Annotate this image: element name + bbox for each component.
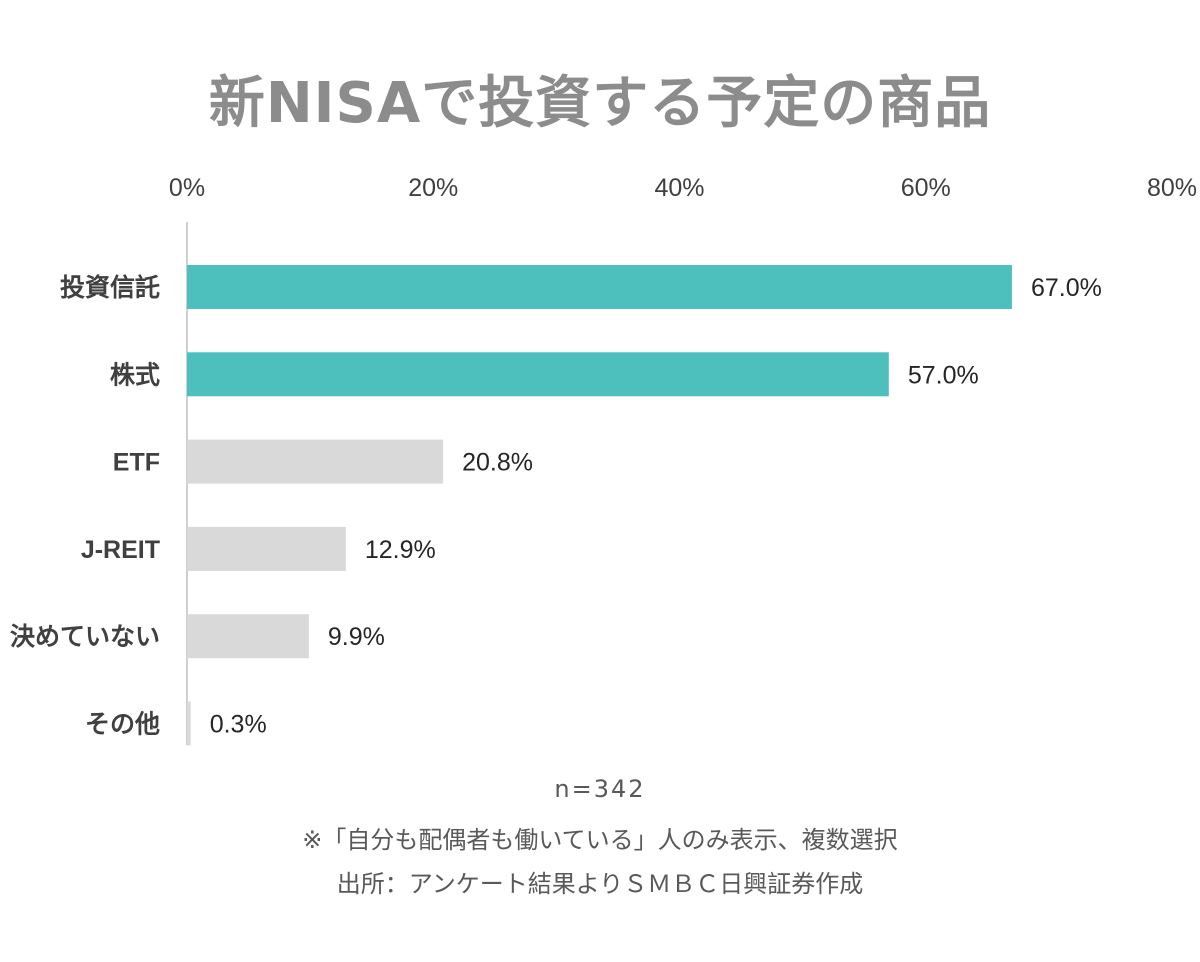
category-label: その他	[85, 711, 160, 739]
category-label: 決めていない	[10, 623, 160, 651]
selection-note: ※「自分も配偶者も働いている」人のみ表示、複数選択	[302, 826, 898, 854]
value-labels: 67.0% 57.0% 20.8% 12.9% 9.9% 0.3%	[210, 274, 1102, 739]
bar	[187, 439, 444, 484]
chart-title: 新NISAで投資する予定の商品	[208, 71, 992, 136]
x-tick-label: 80%	[1147, 174, 1197, 202]
x-tick-label: 40%	[654, 174, 704, 202]
value-label: 12.9%	[365, 536, 436, 564]
bar	[187, 352, 889, 397]
bar	[187, 265, 1012, 309]
category-label: 株式	[110, 361, 160, 389]
x-tick-label: 60%	[901, 174, 951, 202]
bars-group	[187, 265, 1012, 746]
bar	[187, 614, 309, 659]
x-tick-label: 20%	[408, 174, 458, 202]
bar	[187, 526, 346, 571]
value-label: 57.0%	[908, 361, 979, 389]
category-label: J-REIT	[81, 536, 160, 564]
category-label: 投資信託	[60, 273, 160, 302]
x-tick-label: 0%	[169, 174, 205, 202]
bar	[187, 701, 191, 746]
value-label: 9.9%	[328, 623, 385, 651]
value-label: 67.0%	[1031, 274, 1102, 302]
sample-size-note: n=342	[554, 775, 646, 803]
value-label: 20.8%	[462, 449, 533, 477]
value-label: 0.3%	[210, 711, 267, 739]
category-label: ETF	[113, 449, 160, 477]
source-note: 出所：アンケート結果よりＳＭＢＣ日興証券作成	[336, 870, 864, 898]
x-axis-ticks: 0% 20% 40% 60% 80%	[169, 174, 1197, 202]
